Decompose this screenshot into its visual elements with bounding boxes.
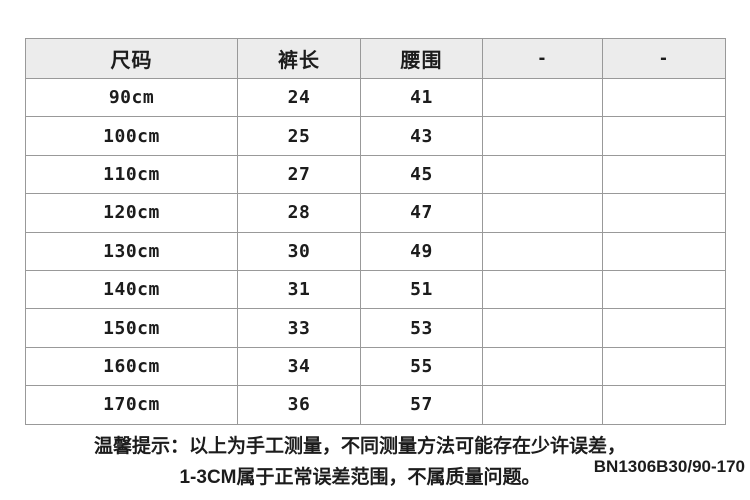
- table-row: 110cm 27 45: [25, 154, 726, 195]
- table-cell: 55: [360, 346, 483, 387]
- header-cell-pants-length: 裤长: [237, 38, 361, 79]
- notice-line-2: 1-3CM属于正常误差范围，不属质量问题。: [179, 467, 541, 488]
- table-row: 140cm 31 51: [25, 269, 726, 310]
- header-cell-dash-1: -: [482, 38, 603, 79]
- table-header-row: 尺码 裤长 腰围 - -: [25, 38, 726, 79]
- table-cell: 25: [237, 116, 361, 156]
- table-cell: 57: [360, 385, 483, 425]
- table-cell: [602, 308, 726, 348]
- table-cell: [482, 385, 603, 425]
- table-row: 150cm 33 53: [25, 308, 726, 348]
- table-cell: [482, 346, 603, 387]
- table-cell: 130cm: [25, 231, 238, 271]
- table-cell: [602, 231, 726, 271]
- table-row: 90cm 24 41: [25, 77, 726, 118]
- table-cell: 140cm: [25, 269, 238, 310]
- table-cell: 160cm: [25, 346, 238, 387]
- size-table: 尺码 裤长 腰围 - - 90cm 24 41 100cm 25 43 110cm 27 45 1…: [25, 38, 726, 425]
- table-cell: 120cm: [25, 193, 238, 233]
- header-cell-dash-2: -: [602, 38, 726, 79]
- size-table-header: 尺码 裤长 腰围 - -: [25, 38, 726, 79]
- table-cell: [602, 385, 726, 425]
- table-cell: 43: [360, 116, 483, 156]
- table-cell: 47: [360, 193, 483, 233]
- size-table-body: 90cm 24 41 100cm 25 43 110cm 27 45 120cm 28 47 130cm…: [25, 77, 726, 425]
- table-cell: [602, 193, 726, 233]
- table-cell: 31: [237, 269, 361, 310]
- table-cell: [482, 77, 603, 118]
- table-cell: 24: [237, 77, 361, 118]
- product-code: BN1306B30/90-170: [593, 457, 745, 476]
- table-cell: 90cm: [25, 77, 238, 118]
- table-row: 100cm 25 43: [25, 116, 726, 156]
- table-cell: 34: [237, 346, 361, 387]
- table-cell: [602, 77, 726, 118]
- table-cell: [482, 193, 603, 233]
- table-cell: 33: [237, 308, 361, 348]
- table-cell: 53: [360, 308, 483, 348]
- table-cell: 51: [360, 269, 483, 310]
- table-cell: 150cm: [25, 308, 238, 348]
- table-row: 120cm 28 47: [25, 193, 726, 233]
- table-cell: 30: [237, 231, 361, 271]
- table-cell: [602, 269, 726, 310]
- table-cell: 36: [237, 385, 361, 425]
- table-cell: 45: [360, 154, 483, 195]
- table-cell: 28: [237, 193, 361, 233]
- table-cell: [482, 116, 603, 156]
- table-row: 170cm 36 57: [25, 385, 726, 425]
- table-cell: [602, 154, 726, 195]
- table-cell: [482, 231, 603, 271]
- notice-line-1: 温馨提示：以上为手工测量，不同测量方法可能存在少许误差，: [93, 436, 626, 457]
- table-cell: 110cm: [25, 154, 238, 195]
- table-row: 130cm 30 49: [25, 231, 726, 271]
- table-cell: [482, 308, 603, 348]
- table-cell: 27: [237, 154, 361, 195]
- table-cell: [602, 346, 726, 387]
- table-row: 160cm 34 55: [25, 346, 726, 387]
- table-cell: 170cm: [25, 385, 238, 425]
- header-cell-size: 尺码: [25, 38, 238, 79]
- notice: 温馨提示：以上为手工测量，不同测量方法可能存在少许误差， 1-3CM属于正常误差…: [5, 431, 715, 493]
- table-cell: 100cm: [25, 116, 238, 156]
- header-cell-waist: 腰围: [360, 38, 483, 79]
- table-cell: 49: [360, 231, 483, 271]
- table-cell: [482, 269, 603, 310]
- table-cell: [482, 154, 603, 195]
- table-cell: [602, 116, 726, 156]
- table-cell: 41: [360, 77, 483, 118]
